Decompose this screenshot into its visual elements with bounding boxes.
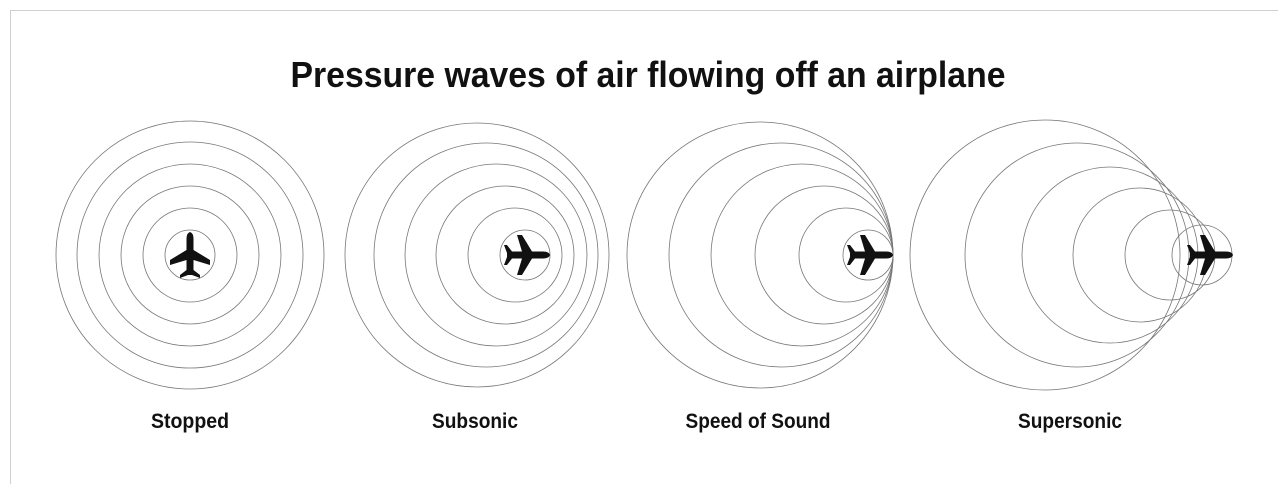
panel: Stopped bbox=[55, 120, 325, 433]
frame bbox=[10, 10, 1278, 484]
wave bbox=[467, 207, 563, 303]
wave bbox=[98, 163, 282, 347]
panel: Supersonic bbox=[909, 119, 1233, 433]
wave bbox=[120, 185, 260, 325]
panel-label: Stopped bbox=[151, 410, 229, 433]
title: Pressure waves of air flowing off an air… bbox=[291, 54, 1006, 95]
airplane bbox=[1187, 235, 1233, 275]
wave bbox=[909, 119, 1181, 391]
wave bbox=[373, 142, 599, 368]
panel: Speed of Sound bbox=[626, 121, 894, 433]
panel-label: Supersonic bbox=[1018, 410, 1122, 433]
wave bbox=[435, 185, 575, 325]
panel-label: Speed of Sound bbox=[686, 410, 831, 433]
airplane bbox=[847, 235, 893, 275]
wave bbox=[344, 122, 610, 388]
panel-label: Subsonic bbox=[432, 410, 518, 433]
wave bbox=[55, 120, 325, 390]
panel: Subsonic bbox=[344, 122, 610, 433]
wave bbox=[76, 141, 304, 369]
wave bbox=[142, 207, 238, 303]
wave bbox=[404, 163, 588, 347]
wave bbox=[164, 229, 216, 281]
airplane bbox=[170, 232, 210, 278]
airplane bbox=[504, 235, 550, 275]
wave bbox=[964, 142, 1190, 368]
